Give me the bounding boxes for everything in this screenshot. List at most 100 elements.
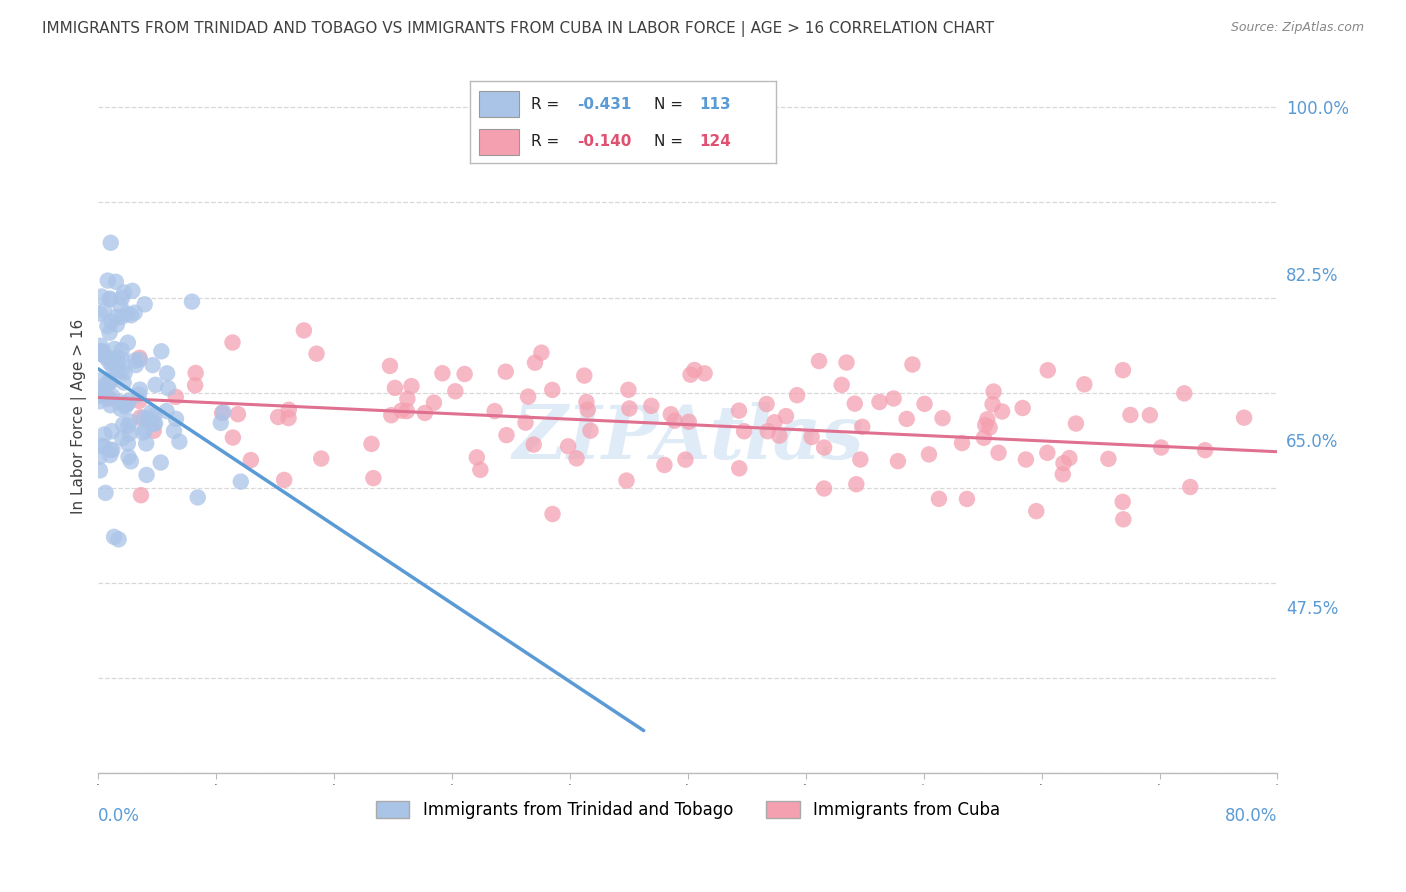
Text: Source: ZipAtlas.com: Source: ZipAtlas.com [1230, 21, 1364, 34]
Point [579, 424, 602, 438]
Point [378, 359, 401, 373]
Point [134, 423, 156, 437]
Point [111, 364, 134, 378]
Point [565, 451, 588, 466]
Text: 0.0%: 0.0% [98, 806, 141, 825]
Point [89, 386, 111, 401]
Point [524, 356, 547, 370]
Point [96, 351, 118, 366]
Point [1173, 386, 1195, 401]
Point [143, 417, 166, 431]
Point [928, 491, 950, 506]
Point [114, 400, 136, 414]
Point [103, 342, 125, 356]
Point [169, 434, 191, 449]
Point [128, 387, 150, 401]
Point [100, 442, 122, 457]
Point [883, 392, 905, 406]
Point [1119, 408, 1142, 422]
Point [114, 396, 136, 410]
Point [277, 402, 299, 417]
Point [1233, 410, 1256, 425]
Point [121, 284, 143, 298]
Point [991, 404, 1014, 418]
Point [94, 486, 117, 500]
Point [987, 446, 1010, 460]
Point [363, 471, 385, 485]
Point [931, 411, 953, 425]
Point [1073, 377, 1095, 392]
Point [150, 344, 173, 359]
Point [111, 343, 134, 358]
Point [128, 351, 150, 365]
Point [98, 392, 121, 406]
Point [120, 454, 142, 468]
Point [114, 366, 136, 380]
Point [111, 431, 134, 445]
Point [728, 403, 751, 417]
Point [101, 359, 124, 374]
Point [181, 294, 204, 309]
Point [98, 448, 121, 462]
Point [523, 437, 546, 451]
Point [212, 405, 235, 419]
Point [1150, 441, 1173, 455]
Point [134, 297, 156, 311]
Point [184, 378, 207, 392]
Point [981, 397, 1004, 411]
Point [118, 393, 141, 408]
Point [110, 401, 132, 416]
Point [135, 436, 157, 450]
Y-axis label: In Labor Force | Age > 16: In Labor Force | Age > 16 [72, 318, 87, 514]
Point [117, 418, 139, 433]
Point [98, 293, 121, 307]
Point [654, 458, 676, 472]
Point [165, 390, 187, 404]
Point [90, 344, 112, 359]
Point [89, 373, 111, 387]
Point [101, 424, 124, 438]
Point [1194, 443, 1216, 458]
Point [136, 413, 159, 427]
Point [105, 318, 128, 332]
Point [89, 388, 111, 402]
Point [90, 289, 112, 303]
Point [775, 409, 797, 423]
Point [574, 368, 596, 383]
Point [97, 274, 120, 288]
Point [470, 463, 492, 477]
Point [813, 441, 835, 455]
Point [112, 376, 135, 390]
Point [96, 319, 118, 334]
Point [135, 467, 157, 482]
Point [396, 392, 419, 406]
Point [444, 384, 467, 399]
Point [97, 392, 120, 406]
Point [515, 416, 537, 430]
Point [813, 482, 835, 496]
Point [98, 292, 121, 306]
Point [239, 453, 262, 467]
Point [129, 488, 152, 502]
Point [849, 452, 872, 467]
Point [267, 409, 290, 424]
Point [124, 306, 146, 320]
Point [157, 381, 180, 395]
Point [98, 376, 121, 390]
Point [1097, 451, 1119, 466]
Point [115, 307, 138, 321]
Point [423, 395, 446, 409]
Point [401, 379, 423, 393]
Point [800, 430, 823, 444]
Point [89, 463, 111, 477]
Point [156, 367, 179, 381]
Point [384, 381, 406, 395]
Point [380, 408, 402, 422]
Point [360, 437, 382, 451]
Point [105, 310, 128, 324]
Point [576, 402, 599, 417]
Point [683, 363, 706, 377]
Point [89, 389, 111, 403]
Point [187, 491, 209, 505]
Point [142, 424, 165, 438]
